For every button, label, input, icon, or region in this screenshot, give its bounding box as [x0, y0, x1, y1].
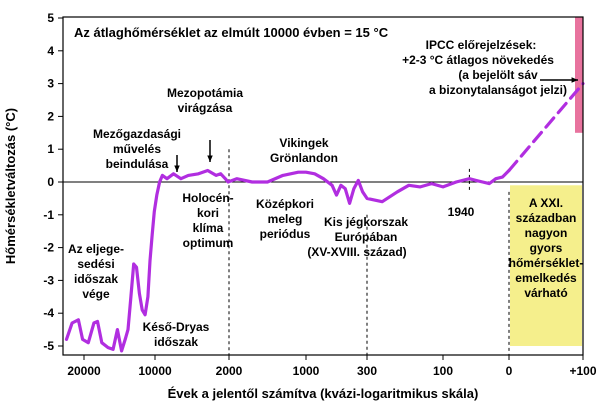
svg-text:sedési: sedési	[77, 257, 114, 271]
y-axis-ticks: -5 -4 -3 -2 -1 0 1 2 3 4 5	[43, 11, 63, 353]
svg-text:időszak: időszak	[154, 335, 198, 349]
svg-text:kori: kori	[197, 206, 219, 220]
future-highlight-box	[510, 185, 582, 346]
x-tick-label: 1000	[293, 364, 320, 378]
x-tick-label: 100	[433, 364, 453, 378]
svg-text:Középkori: Középkori	[256, 197, 314, 211]
plot-frame	[62, 16, 584, 356]
agriculture-arrow-head	[174, 165, 180, 172]
y-tick-label: -5	[43, 339, 54, 353]
y-tick-label: 4	[47, 44, 54, 58]
annotation-vikings: Vikingek Grönlandon	[270, 136, 338, 165]
x-tick-label: 0	[506, 364, 513, 378]
svg-text:Holocén-: Holocén-	[182, 191, 233, 205]
y-tick-label: 0	[47, 175, 54, 189]
annotation-last-glacial: Az eljege- sedési időszak vége	[68, 242, 124, 301]
annotation-agriculture: Mezőgazdasági művelés beindulása	[93, 127, 181, 171]
svg-text:meleg: meleg	[268, 212, 303, 226]
x-axis-title: Évek a jelentől számítva (kvázi-logaritm…	[168, 386, 479, 401]
y-tick-label: -4	[43, 306, 54, 320]
y-tick-label: 5	[47, 11, 54, 25]
uncertainty-band	[575, 17, 583, 133]
x-axis-ticks: 20000 10000 2000 1000 300 100 0 +100	[67, 355, 597, 378]
svg-text:Késő-Dryas: Késő-Dryas	[143, 320, 210, 334]
x-tick-label: 300	[357, 364, 377, 378]
annotation-mesopotamia: Mezopotámia virágzása	[167, 86, 243, 115]
svg-text:Európában: Európában	[335, 230, 398, 244]
svg-text:Vikingek: Vikingek	[279, 136, 328, 150]
annotation-21st-century: A XXI. században nagyon gyors hőmérsékle…	[509, 196, 584, 300]
svg-text:A XXI.: A XXI.	[529, 196, 563, 210]
svg-text:periódus: periódus	[260, 227, 311, 241]
annotation-1940: 1940	[448, 205, 475, 219]
svg-text:klíma: klíma	[193, 221, 224, 235]
annotation-arrows	[174, 77, 578, 172]
y-tick-label: 2	[47, 109, 54, 123]
svg-text:Mezopotámia: Mezopotámia	[167, 86, 243, 100]
x-tick-label: 20000	[67, 364, 101, 378]
chart-title: Az átlaghőmérséklet az elmúlt 10000 évbe…	[74, 25, 389, 40]
svg-text:Mezőgazdasági: Mezőgazdasági	[93, 127, 181, 141]
svg-text:hőmérséklet-: hőmérséklet-	[509, 256, 584, 270]
svg-text:beindulása: beindulása	[106, 157, 169, 171]
svg-text:Grönlandon: Grönlandon	[270, 151, 338, 165]
svg-text:Az eljege-: Az eljege-	[68, 242, 124, 256]
y-tick-label: -3	[43, 273, 54, 287]
svg-text:nagyon: nagyon	[525, 226, 568, 240]
reference-lines	[228, 149, 510, 355]
ipcc-arrow-head	[571, 77, 578, 83]
svg-text:(a bejelölt sáv: (a bejelölt sáv	[458, 68, 538, 82]
svg-text:században: században	[516, 211, 577, 225]
series-group	[64, 82, 585, 353]
y-axis-title: Hőmérsékletváltozás (°C)	[3, 108, 18, 264]
svg-text:(XV-XVIII. század): (XV-XVIII. század)	[307, 245, 406, 259]
annotation-younger-dryas: Késő-Dryas időszak	[143, 320, 210, 349]
y-tick-label: 3	[47, 77, 54, 91]
y-tick-label: -1	[43, 208, 54, 222]
projection-line	[507, 82, 585, 173]
svg-text:emelkedés: emelkedés	[515, 271, 577, 285]
svg-text:időszak: időszak	[74, 272, 118, 286]
svg-text:vége: vége	[82, 287, 110, 301]
svg-text:+2-3 °C átlagos növekedés: +2-3 °C átlagos növekedés	[402, 53, 554, 67]
temperature-line	[64, 168, 511, 353]
svg-text:Kis jégkorszak: Kis jégkorszak	[324, 215, 408, 229]
svg-text:művelés: művelés	[113, 142, 161, 156]
x-tick-label: 10000	[138, 364, 172, 378]
annotation-ipcc: IPCC előrejelzések: +2-3 °C átlagos növe…	[402, 38, 567, 97]
svg-text:gyors: gyors	[530, 241, 563, 255]
svg-text:a bizonytalanságot jelzi): a bizonytalanságot jelzi)	[429, 83, 567, 97]
svg-text:várható: várható	[524, 286, 567, 300]
y-tick-label: -2	[43, 241, 54, 255]
svg-text:IPCC előrejelzések:: IPCC előrejelzések:	[426, 38, 537, 52]
svg-text:virágzása: virágzása	[178, 101, 233, 115]
annotation-little-ice-age: Kis jégkorszak Európában (XV-XVIII. száz…	[307, 215, 408, 259]
x-tick-label: 2000	[216, 364, 243, 378]
y-tick-label: 1	[47, 142, 54, 156]
svg-text:optimum: optimum	[183, 236, 234, 250]
x-tick-label: +100	[569, 364, 596, 378]
annotation-medieval-warm: Középkori meleg periódus	[256, 197, 314, 241]
mesopotamia-arrow-head	[207, 155, 213, 162]
annotation-holocene-optimum: Holocén- kori klíma optimum	[182, 191, 233, 250]
